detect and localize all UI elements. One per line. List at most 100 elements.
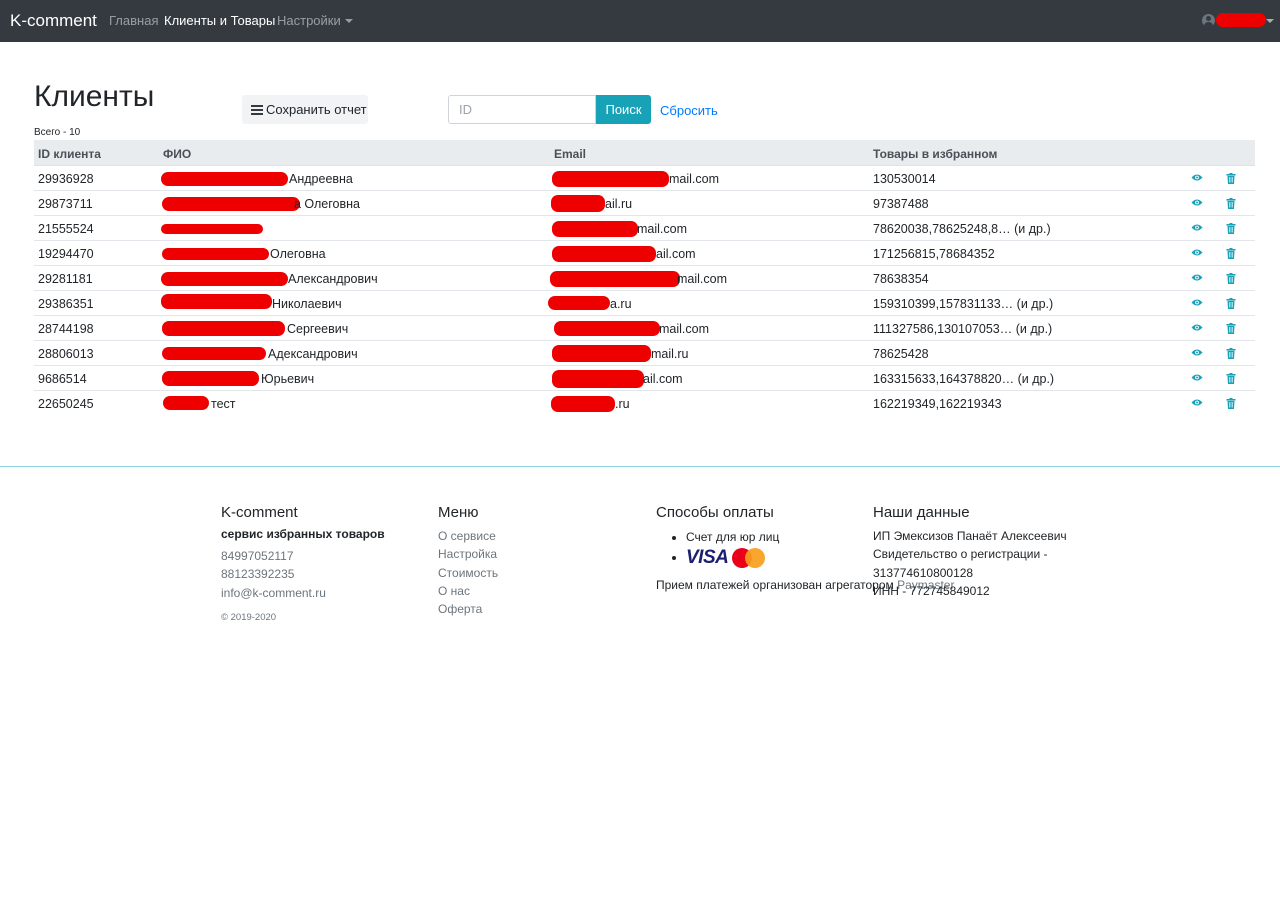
redacted-block: [552, 345, 651, 362]
redacted-block: [551, 195, 605, 212]
payment-method-cards: VISA: [686, 547, 954, 569]
header-items: Товары в избранном: [873, 147, 998, 161]
nav-link-home[interactable]: Главная: [109, 13, 159, 28]
save-report-button[interactable]: Сохранить отчет: [242, 95, 368, 124]
footer-link-offer[interactable]: Оферта: [438, 602, 483, 617]
redacted-block: [161, 294, 272, 309]
client-id: 9686514: [38, 372, 87, 386]
eye-icon[interactable]: [1191, 273, 1203, 284]
mastercard-logo: [731, 548, 766, 569]
client-email: ail.com: [643, 372, 683, 386]
client-id: 22650245: [38, 397, 94, 411]
footer-about: K-comment сервис избранных товаров 84997…: [221, 504, 385, 623]
trash-icon[interactable]: [1226, 173, 1238, 184]
header-id: ID клиента: [38, 147, 101, 161]
nav-dropdown-settings[interactable]: Настройки: [277, 13, 353, 28]
copyright: © 2019-2020: [221, 611, 277, 623]
footer-link-pricing[interactable]: Стоимость: [438, 565, 499, 580]
table-row: 9686514 Юрьевич ail.com 163315633,164378…: [34, 366, 1255, 391]
brand-logo[interactable]: K-comment: [10, 11, 97, 30]
trash-icon[interactable]: [1226, 323, 1238, 334]
table-row: 21555524 mail.com 78620038,78625248,8… (…: [34, 216, 1255, 241]
client-id: 28806013: [38, 347, 94, 361]
footer-subtitle: сервис избранных товаров: [221, 527, 385, 541]
user-icon: [1202, 14, 1215, 27]
clients-table: ID клиента ФИО Email Товары в избранном …: [34, 140, 1255, 416]
footer-company: Наши данные ИП Эмексизов Панаёт Алексеев…: [873, 504, 1067, 600]
eye-icon[interactable]: [1191, 373, 1203, 384]
page-title: Клиенты: [34, 80, 155, 113]
client-items: 111327586,130107053… (и др.): [873, 322, 1053, 336]
client-fio: Сергеевич: [287, 322, 349, 336]
client-items: 78625428: [873, 347, 929, 361]
trash-icon[interactable]: [1226, 373, 1238, 384]
client-email: ail.ru: [605, 197, 633, 211]
redacted-block: [163, 396, 209, 410]
eye-icon[interactable]: [1191, 173, 1203, 184]
eye-icon[interactable]: [1191, 348, 1203, 359]
list-icon: [251, 105, 263, 115]
client-email: mail.ru: [651, 347, 689, 361]
redacted-block: [552, 246, 656, 262]
reset-link[interactable]: Сбросить: [660, 103, 718, 118]
search-button[interactable]: Поиск: [596, 95, 651, 124]
eye-icon[interactable]: [1191, 248, 1203, 259]
client-fio: Адександрович: [268, 347, 358, 361]
footer-link-about-service[interactable]: О сервисе: [438, 529, 496, 543]
footer-phone-1[interactable]: 84997052117: [221, 549, 294, 563]
client-email: ail.com: [656, 247, 696, 261]
client-id: 21555524: [38, 222, 94, 236]
eye-icon[interactable]: [1191, 198, 1203, 209]
redacted-block: [552, 221, 638, 237]
client-id: 29386351: [38, 297, 94, 311]
redacted-block: [161, 272, 288, 286]
footer-payment-title: Способы оплаты: [656, 504, 774, 521]
client-id: 29936928: [38, 172, 94, 186]
client-fio: Александрович: [288, 272, 378, 286]
total-count: Всего - 10: [34, 127, 81, 138]
redacted-block: [552, 171, 669, 187]
client-id: 19294470: [38, 247, 94, 261]
client-items: 162219349,162219343: [873, 397, 1002, 411]
eye-icon[interactable]: [1191, 298, 1203, 309]
table-row: 29386351 Николаевич a.ru 159310399,15783…: [34, 291, 1255, 316]
footer-menu-title: Меню: [438, 504, 479, 521]
footer-link-about-us[interactable]: О нас: [438, 583, 470, 598]
trash-icon[interactable]: [1226, 273, 1238, 284]
nav-settings-label: Настройки: [277, 13, 341, 28]
trash-icon[interactable]: [1226, 398, 1238, 409]
client-email: mail.com: [669, 172, 720, 186]
trash-icon[interactable]: [1226, 298, 1238, 309]
eye-icon[interactable]: [1191, 398, 1203, 409]
client-email: mail.com: [677, 272, 728, 286]
save-report-label: Сохранить отчет: [266, 102, 367, 117]
eye-icon[interactable]: [1191, 323, 1203, 334]
eye-icon[interactable]: [1191, 223, 1203, 234]
footer-email[interactable]: info@k-comment.ru: [221, 585, 326, 600]
client-items: 159310399,157831133… (и др.): [873, 297, 1054, 311]
company-inn: ИНН - 772745849012: [873, 583, 990, 598]
client-fio: Олеговна: [270, 247, 326, 261]
client-items: 78638354: [873, 272, 929, 286]
redacted-block: [162, 321, 285, 336]
trash-icon[interactable]: [1226, 223, 1238, 234]
trash-icon[interactable]: [1226, 198, 1238, 209]
footer-phone-2[interactable]: 88123392235: [221, 567, 295, 582]
footer-link-setup[interactable]: Настройка: [438, 547, 498, 562]
paymaster-link[interactable]: Paymaster: [897, 578, 955, 593]
nav-link-clients[interactable]: Клиенты и Товары: [164, 13, 276, 28]
header-fio: ФИО: [163, 147, 192, 161]
user-menu[interactable]: [1202, 13, 1274, 29]
footer-brand: K-comment: [221, 504, 298, 521]
trash-icon[interactable]: [1226, 248, 1238, 259]
visa-logo: VISA: [686, 547, 729, 569]
username-redacted: [1216, 13, 1266, 27]
redacted-block: [161, 172, 288, 186]
client-id: 28744198: [38, 322, 94, 336]
redacted-block: [550, 271, 680, 287]
trash-icon[interactable]: [1226, 348, 1238, 359]
search-id-input[interactable]: [448, 95, 596, 124]
client-email: a.ru: [610, 297, 632, 311]
client-email: mail.com: [637, 222, 688, 236]
table-row: 22650245 тест .ru 162219349,162219343: [34, 391, 1255, 416]
